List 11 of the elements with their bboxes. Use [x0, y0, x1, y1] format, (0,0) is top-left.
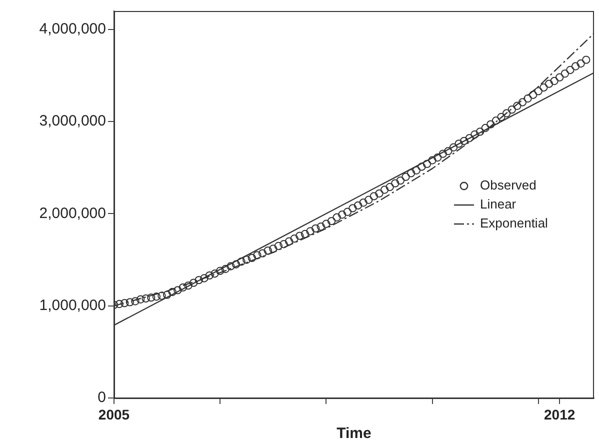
- legend-label: Exponential: [480, 216, 548, 231]
- x-axis-title: Time: [336, 425, 372, 442]
- x-tick-label: 2012: [544, 406, 576, 422]
- x-tick-label: 2005: [98, 406, 130, 422]
- y-tick-label: 4,000,000: [39, 20, 106, 38]
- y-tick-label: 0: [98, 389, 106, 406]
- y-tick-label: 3,000,000: [39, 112, 106, 130]
- y-tick-label: 1,000,000: [39, 297, 106, 314]
- legend-label: Linear: [480, 196, 517, 212]
- legend-label: Observed: [480, 178, 536, 193]
- y-tick-label: 2,000,000: [39, 204, 106, 222]
